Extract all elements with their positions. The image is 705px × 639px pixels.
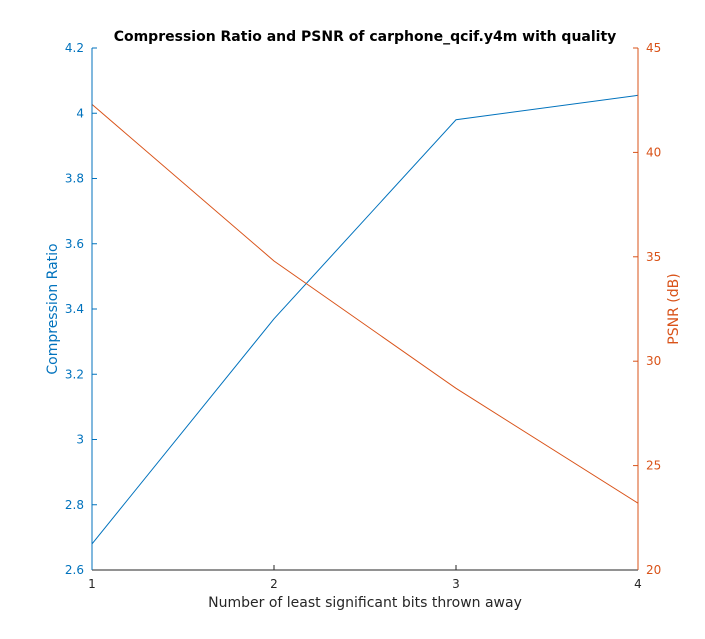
right-tick-label: 45 — [646, 41, 661, 55]
right-axis-ticks: 20 25 30 35 40 45 — [633, 41, 661, 577]
left-tick-label: 3 — [76, 433, 84, 447]
left-tick-label: 4.2 — [65, 41, 84, 55]
psnr-line — [91, 103, 639, 504]
x-tick-label: 3 — [452, 577, 460, 591]
left-tick-label: 3.6 — [65, 237, 84, 251]
right-axis-label: PSNR (dB) — [666, 273, 682, 344]
compression-ratio-line — [91, 94, 639, 545]
x-tick-label: 4 — [634, 577, 642, 591]
x-axis-label: Number of least significant bits thrown … — [208, 595, 522, 611]
right-tick-label: 30 — [646, 354, 661, 368]
right-tick-label: 40 — [646, 145, 661, 159]
left-tick-label: 3.2 — [65, 367, 84, 381]
plot-area — [92, 48, 638, 570]
left-tick-label: 2.8 — [65, 498, 84, 512]
left-axis-ticks: 2.6 2.8 3 3.2 3.4 3.6 3.8 4 4.2 — [65, 41, 97, 577]
x-tick-label: 2 — [270, 577, 278, 591]
left-tick-label: 3.4 — [65, 302, 84, 316]
right-tick-label: 25 — [646, 459, 661, 473]
left-tick-label: 2.6 — [65, 563, 84, 577]
x-tick-label: 1 — [88, 577, 96, 591]
chart-title: Compression Ratio and PSNR of carphone_q… — [114, 29, 617, 45]
left-tick-label: 3.8 — [65, 172, 84, 186]
left-tick-label: 4 — [76, 106, 84, 120]
right-tick-label: 20 — [646, 563, 661, 577]
right-tick-label: 35 — [646, 250, 661, 264]
left-axis-label: Compression Ratio — [45, 243, 61, 374]
